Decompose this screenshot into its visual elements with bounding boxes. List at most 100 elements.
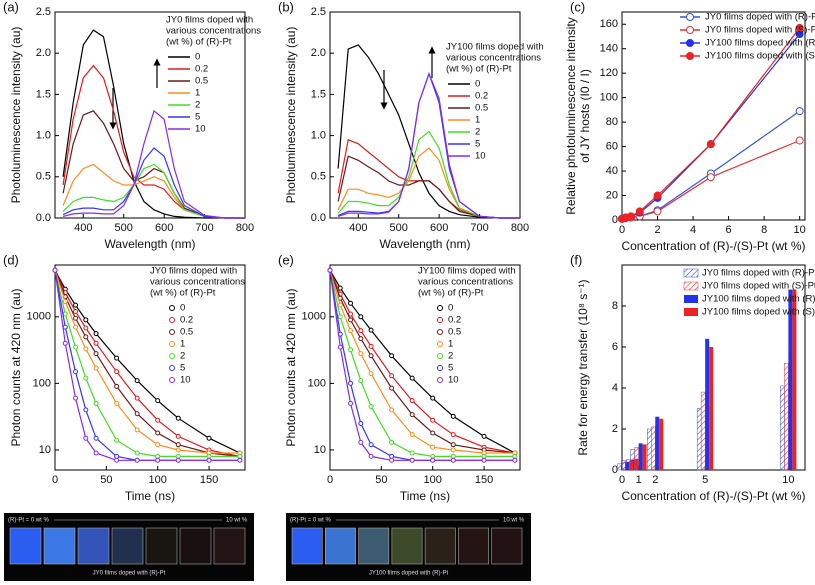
- film-sample: [111, 527, 144, 565]
- data-point: [114, 383, 120, 389]
- legend-label: 10: [475, 151, 486, 162]
- series-line: [62, 29, 245, 219]
- y-tick-label: 60: [606, 140, 618, 152]
- bar: [784, 363, 789, 471]
- y-tick-label: 160: [600, 18, 618, 30]
- data-point: [389, 439, 395, 445]
- series-line: [621, 33, 801, 220]
- photo-caption: JY0 films doped with (R)-Pt: [93, 571, 166, 577]
- y-tick-label: 1.5: [36, 88, 51, 100]
- data-point: [358, 378, 364, 384]
- legend-title: various concentrations: [150, 277, 245, 288]
- y-tick-label: 2.0: [311, 47, 326, 59]
- legend-marker: [437, 365, 443, 371]
- data-point: [62, 340, 68, 346]
- x-axis-label: Time (ns): [400, 489, 450, 503]
- data-point: [358, 328, 364, 334]
- data-point: [73, 315, 79, 321]
- series-line: [337, 72, 520, 219]
- data-point: [83, 346, 89, 352]
- panel-label: (b): [278, 0, 294, 14]
- data-point: [368, 327, 374, 333]
- data-point: [430, 417, 436, 423]
- data-point: [134, 427, 140, 433]
- legend-label: 0: [448, 303, 453, 314]
- film-sample: [291, 527, 323, 565]
- data-point: [337, 344, 343, 350]
- data-point: [348, 328, 354, 334]
- film-sample: [43, 527, 76, 565]
- series-line: [337, 155, 520, 219]
- bar: [788, 289, 793, 470]
- data-point: [795, 107, 804, 116]
- data-point: [430, 444, 436, 450]
- y-tick-label: 1000: [27, 311, 51, 323]
- legend-marker: [169, 341, 175, 347]
- data-point: [155, 430, 161, 436]
- y-axis-label: of JY hosts (I0 / I): [578, 69, 592, 163]
- x-tick-label: 0: [619, 224, 625, 236]
- data-point: [93, 435, 99, 441]
- legend-label: 0: [475, 79, 480, 90]
- data-point: [155, 442, 161, 448]
- data-point: [83, 375, 89, 381]
- data-point: [175, 433, 181, 439]
- data-point: [83, 317, 89, 323]
- x-tick-label: 50: [100, 474, 112, 486]
- plot-frame: [621, 11, 806, 221]
- legend-title: various concentrations: [446, 53, 541, 64]
- legend-swatch: [684, 295, 698, 303]
- legend-label: 2: [180, 351, 185, 362]
- data-point: [706, 173, 715, 182]
- y-axis-label: Photon counts at 420 nm (au): [284, 288, 298, 446]
- x-tick-label: 2: [654, 224, 660, 236]
- data-point: [114, 400, 120, 406]
- data-point: [52, 267, 58, 273]
- data-point: [389, 457, 395, 463]
- data-point: [93, 400, 99, 406]
- legend-swatch: [684, 308, 698, 316]
- legend-marker: [169, 305, 175, 311]
- legend-label: JY100 films doped with (S)-Pt: [705, 51, 815, 62]
- x-tick-label: 100: [149, 474, 167, 486]
- data-point: [348, 400, 354, 406]
- photo-left-label: (R)-Pt = 0 wt %: [290, 518, 332, 524]
- y-tick-label: 100: [33, 377, 51, 389]
- y-axis-label: Photon counts at 420 nm (au): [9, 288, 23, 446]
- bar: [617, 463, 622, 471]
- panel-label: (a): [3, 0, 19, 14]
- data-point: [327, 267, 333, 273]
- legend-label: 0: [195, 52, 200, 63]
- legend-label: 10: [448, 375, 459, 386]
- data-point: [358, 351, 364, 357]
- x-tick-label: 150: [200, 474, 218, 486]
- data-point: [114, 369, 120, 375]
- panel-label: (c): [570, 0, 585, 14]
- data-point: [409, 457, 415, 463]
- legend-marker: [169, 329, 175, 335]
- data-point: [83, 407, 89, 413]
- series-line: [62, 64, 245, 219]
- y-tick-label: 0: [612, 214, 618, 226]
- data-point: [175, 415, 181, 421]
- data-point: [73, 395, 79, 401]
- legend-marker: [437, 317, 443, 323]
- arrows: [109, 46, 436, 130]
- panel-label: (d): [3, 252, 19, 267]
- data-point: [62, 324, 68, 330]
- legend-label: 2: [195, 100, 200, 111]
- x-tick-label: 0: [619, 474, 625, 486]
- x-tick-label: 800: [236, 222, 254, 234]
- y-tick-label: 6: [612, 341, 618, 353]
- legend-label: 0.5: [195, 76, 208, 87]
- legend-title: various concentrations: [166, 26, 261, 37]
- legend-swatch: [683, 268, 699, 278]
- legend-label: JY0 films doped with (S)-Pt: [702, 281, 815, 292]
- data-point: [93, 340, 99, 346]
- film-sample: [391, 527, 423, 565]
- film-sample: [458, 527, 490, 565]
- data-point: [134, 450, 140, 456]
- data-point: [83, 334, 89, 340]
- data-point: [175, 442, 181, 448]
- legend-marker: [437, 329, 443, 335]
